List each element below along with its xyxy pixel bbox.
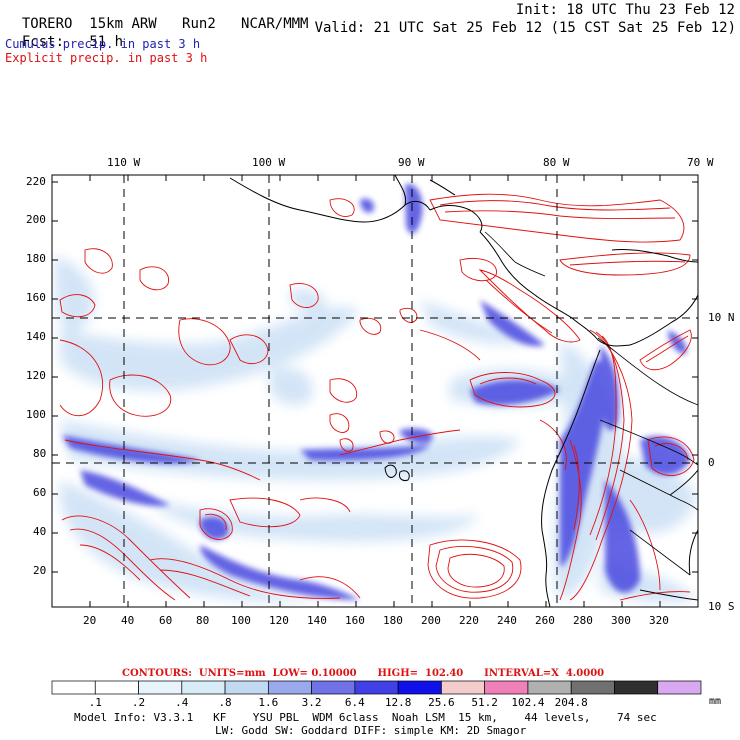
y-tick-label: 140	[26, 330, 46, 343]
forecast-value: 51 h	[89, 34, 124, 50]
y-tick-label: 60	[33, 486, 47, 499]
x-tick-label: 220	[459, 614, 479, 627]
colorbar-swatch	[51, 680, 96, 695]
colorbar-label: 1.6	[258, 696, 279, 709]
x-tick-label: 100	[231, 614, 251, 627]
colorbar-swatch	[527, 680, 572, 695]
init-time: Init: 18 UTC Thu 23 Feb 12	[515, 2, 735, 18]
colorbar-label: .4	[175, 696, 189, 709]
colorbar-swatch	[181, 680, 226, 695]
model-physics: LW: Godd SW: Goddard DIFF: simple KM: 2D…	[215, 724, 527, 737]
colorbar-label: 3.2	[301, 696, 322, 709]
colorbar-swatch	[354, 680, 399, 695]
y-tick-label: 120	[26, 369, 46, 382]
x-tick-label: 20	[83, 614, 97, 627]
x-tick-label: 160	[345, 614, 365, 627]
model-name: TORERO	[21, 16, 73, 32]
y-tick-label: 180	[26, 252, 46, 265]
explicit-precip-contours	[59, 193, 695, 601]
colorbar-swatch	[441, 680, 486, 695]
contour-info: CONTOURS: UNITS=mm LOW= 0.10000 HIGH= 10…	[122, 668, 605, 679]
y-tick-label: 220	[26, 175, 46, 188]
lon-label: 110 W	[107, 156, 141, 169]
valid-time: Valid: 21 UTC Sat 25 Feb 12 (15 CST Sat …	[314, 20, 736, 36]
lon-label: 70 W	[687, 156, 714, 169]
colorbar-swatch	[224, 680, 269, 695]
lat-lon-grid	[52, 175, 698, 607]
lon-label: 100 W	[252, 156, 286, 169]
coastlines	[229, 175, 698, 607]
x-tick-label: 280	[573, 614, 593, 627]
forecast-label: Fcst:	[21, 34, 65, 50]
y-tick-label: 20	[33, 564, 47, 577]
y-tick-label: 200	[26, 213, 46, 226]
model-org: NCAR/MMM	[241, 16, 309, 32]
y-tick-label: 80	[33, 447, 47, 460]
colorbar-label: 102.4	[511, 696, 545, 709]
colorbar-label: 12.8	[384, 696, 412, 709]
colorbar-label: .1	[88, 696, 102, 709]
model-title: TORERO 15km ARW Run2 NCAR/MMM	[5, 3, 309, 32]
colorbar-unit: mm	[709, 696, 722, 707]
lat-label: 10 S	[708, 600, 735, 613]
legend-explicit: Explicit precip. in past 3 h	[5, 51, 208, 65]
axis-ticks	[52, 175, 698, 607]
map-frame	[51, 174, 699, 608]
colorbar-label: 25.6	[428, 696, 455, 709]
y-tick-label: 160	[26, 291, 46, 304]
x-tick-label: 120	[269, 614, 289, 627]
colorbar-label: 51.2	[471, 696, 498, 709]
country-borders	[484, 231, 698, 576]
legend-cumulus: Cumulus precip. in past 3 h	[5, 37, 201, 51]
x-tick-label: 180	[383, 614, 403, 627]
model-resolution: 15km ARW	[89, 16, 157, 32]
colorbar-swatch	[94, 680, 139, 695]
map-content	[55, 175, 698, 607]
colorbar-swatch	[570, 680, 615, 695]
x-tick-label: 240	[497, 614, 517, 627]
x-tick-label: 80	[196, 614, 210, 627]
y-tick-label: 40	[33, 525, 47, 538]
x-tick-label: 200	[421, 614, 441, 627]
colorbar-swatch	[657, 680, 702, 695]
colorbar-swatch	[484, 680, 529, 695]
x-tick-label: 320	[649, 614, 669, 627]
x-tick-label: 40	[121, 614, 135, 627]
colorbar-label: 6.4	[344, 696, 365, 709]
x-tick-label: 60	[159, 614, 173, 627]
colorbar-swatch	[267, 680, 312, 695]
colorbar	[51, 680, 702, 695]
model-run: Run2	[182, 16, 216, 32]
x-tick-label: 140	[307, 614, 327, 627]
colorbar-swatch	[138, 680, 183, 695]
colorbar-label: 204.8	[554, 696, 588, 709]
y-tick-label: 100	[26, 408, 46, 421]
x-tick-label: 300	[611, 614, 631, 627]
colorbar-swatch	[311, 680, 356, 695]
lat-label: 10 N	[708, 311, 735, 324]
colorbar-label: .2	[131, 696, 146, 709]
colorbar-swatch	[397, 680, 442, 695]
lon-label: 80 W	[543, 156, 570, 169]
colorbar-label: .8	[218, 696, 232, 709]
x-tick-label: 260	[535, 614, 555, 627]
colorbar-swatch	[614, 680, 659, 695]
forecast-hour: Fcst: 51 h	[5, 21, 123, 49]
lon-label: 90 W	[398, 156, 425, 169]
lat-label: 0	[708, 456, 715, 469]
model-info: Model Info: V3.3.1 KF YSU PBL WDM 6class…	[74, 711, 657, 724]
